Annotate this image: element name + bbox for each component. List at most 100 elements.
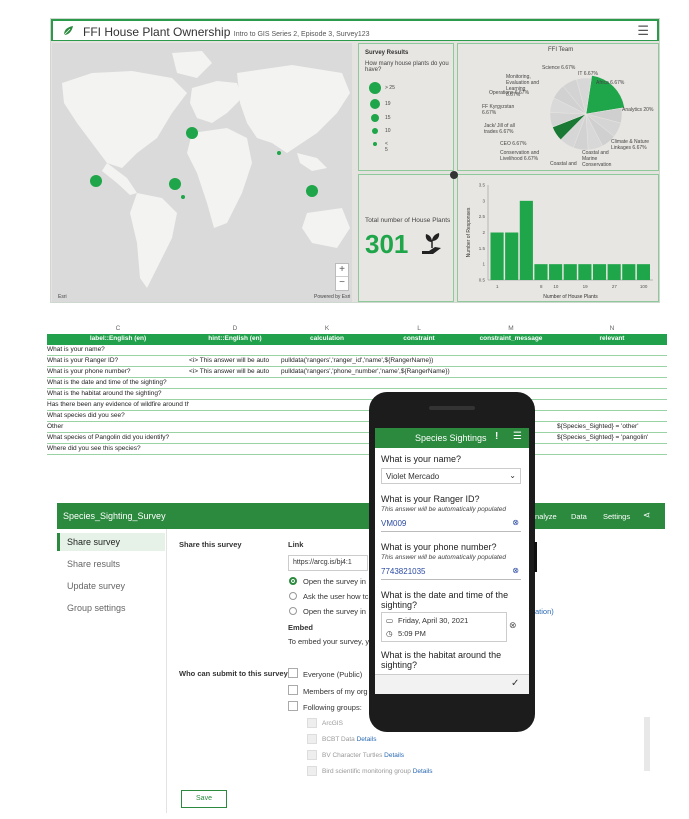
table-cell[interactable]: What is the date and time of the sightin… [47, 379, 167, 386]
survey-results-question: How many house plants do you have? [365, 61, 449, 73]
groups-scrollbar[interactable] [644, 717, 650, 771]
pie-label: CEO 6.67% [500, 141, 527, 147]
table-cell[interactable]: What is your name? [47, 346, 105, 353]
menu-icon[interactable]: ☰ [513, 431, 522, 442]
hamburger-menu-icon[interactable]: ☰ [637, 23, 649, 38]
survey-link-field[interactable]: https://arcg.is/bj4:1 [288, 555, 368, 571]
survey-results-title: Survey Results [365, 50, 409, 56]
zoom-out-button[interactable]: − [339, 277, 345, 288]
group-details-link[interactable]: Details [356, 736, 377, 743]
hint-ranger-id: This answer will be automatically popula… [381, 506, 507, 513]
table-cell[interactable]: What species of Pangolin did you identif… [47, 434, 170, 441]
question-phone: What is your phone number? [381, 542, 497, 552]
share-icon[interactable]: ⋖ [643, 510, 651, 520]
y-tick-label: 1.5 [479, 246, 486, 251]
legend-label: < 5 [385, 141, 388, 153]
alert-icon[interactable]: ! [495, 431, 499, 442]
pie-label: Coastal and Marine Conservation [582, 150, 612, 168]
table-cell[interactable]: <i> This answer will be auto [189, 357, 270, 364]
table-cell[interactable]: <i> This answer will be auto [189, 368, 270, 375]
bar [636, 264, 650, 280]
phone-side-button [534, 542, 537, 572]
group-checkbox[interactable] [307, 734, 317, 744]
table-row: Where did you see this species? [47, 444, 667, 455]
table-row: Has there been any evidence of wildfire … [47, 400, 667, 411]
world-map[interactable]: + − Esri Powered by Esri [52, 43, 352, 302]
table-cell[interactable]: pulldata('rangers','ranger_id','name',${… [281, 357, 434, 364]
map-point [90, 175, 102, 187]
total-value: 301 [365, 229, 409, 259]
table-cell[interactable]: What species did you see? [47, 412, 125, 419]
survey-results-panel: Survey Results How many house plants do … [358, 43, 454, 171]
table-cell[interactable]: What is the habitat around the sighting? [47, 390, 162, 397]
table-row: What species did you see? [47, 411, 667, 422]
clear-icon[interactable]: ⊗ [512, 518, 519, 527]
table-cell[interactable]: Has there been any evidence of wildfire … [47, 401, 189, 408]
x-tick-label: 19 [583, 284, 589, 289]
group-name: ArcGIS [322, 720, 343, 727]
name-dropdown[interactable]: Violet Mercado ⌄ [381, 468, 521, 484]
table-cell[interactable]: ${Species_Sighted} = 'other' [557, 423, 639, 430]
header-cell: calculation [310, 335, 344, 342]
table-cell[interactable]: ${Species_Sighted} = 'pangolin' [557, 434, 649, 441]
group-item: Bird scientific monitoring group Details [322, 768, 433, 775]
date-value: Friday, April 30, 2021 [398, 616, 469, 625]
sidebar-item-group-settings[interactable]: Group settings [67, 603, 126, 613]
table-row: What species of Pangolin did you identif… [47, 433, 667, 444]
table-cell[interactable]: What is your Ranger ID? [47, 357, 119, 364]
group-checkbox[interactable] [307, 750, 317, 760]
group-details-link[interactable]: Details [384, 752, 405, 759]
radio-open-survey-browser[interactable] [289, 577, 297, 585]
checkbox-following-groups[interactable] [288, 701, 298, 711]
dashboard-screenshot: FFI House Plant Ownership Intro to GIS S… [50, 18, 660, 303]
panel-resize-handle[interactable] [450, 171, 458, 179]
clock-icon: ◷ [386, 629, 393, 638]
y-tick-label: 3.5 [479, 183, 486, 188]
group-checkbox[interactable] [307, 718, 317, 728]
checkbox-everyone[interactable] [288, 668, 298, 678]
xlsform-spreadsheet: C D K L M N label::English (en) hint::En… [47, 325, 667, 455]
phone-number-value: 7743821035 [381, 567, 426, 576]
pie-slice [576, 77, 592, 115]
pie-label: Monitoring, Evaluation and Learning 6.67… [506, 74, 540, 98]
radio-link-suffix[interactable]: ation) [535, 607, 554, 616]
group-name: BV Character Turtles [322, 752, 383, 759]
ffi-team-panel: FFI Team Science 6.67% Monitoring, Evalu… [457, 43, 659, 171]
radio-open-survey-app[interactable] [289, 607, 297, 615]
column-letter: D [232, 325, 238, 332]
who-can-submit-heading: Who can submit to this survey? [179, 669, 293, 678]
dashboard-title-text: FFI House Plant Ownership [83, 25, 231, 39]
save-button[interactable]: Save [181, 790, 227, 808]
group-checkbox[interactable] [307, 766, 317, 776]
tab-analyze[interactable]: nalyze [535, 512, 557, 521]
pie-label: Africa 6.67% [596, 80, 625, 86]
ffi-team-title: FFI Team [548, 47, 574, 53]
time-value: 5:09 PM [398, 629, 426, 638]
question-ranger-id: What is your Ranger ID? [381, 494, 480, 504]
checkbox-members[interactable] [288, 685, 298, 695]
map-point [181, 195, 185, 199]
clear-icon[interactable]: ⊗ [512, 566, 519, 575]
submit-check-icon[interactable]: ✓ [511, 678, 520, 689]
table-cell[interactable]: pulldata('rangers','phone_number','name'… [281, 368, 450, 375]
table-cell[interactable]: Other [47, 423, 64, 430]
sidebar-item-update-survey[interactable]: Update survey [67, 581, 126, 591]
zoom-in-button[interactable]: + [336, 264, 348, 277]
tab-data[interactable]: Data [571, 512, 587, 521]
clear-icon[interactable]: ⊗ [509, 620, 517, 630]
table-cell[interactable]: Where did you see this species? [47, 445, 141, 452]
legend-circle-icon [371, 114, 379, 122]
x-tick-label: 8 [540, 284, 543, 289]
tab-settings[interactable]: Settings [603, 512, 631, 521]
table-cell[interactable]: What is your phone number? [47, 368, 131, 375]
ranger-id-field[interactable]: VM009 ⊗ [381, 516, 521, 532]
phone-number-field[interactable]: 7743821035 ⊗ [381, 564, 521, 580]
header-cell: hint::English (en) [208, 335, 262, 342]
radio-ask-user[interactable] [289, 592, 297, 600]
column-letter: C [115, 325, 121, 332]
survey-title: Species_Sighting_Survey [63, 511, 166, 521]
date-time-field[interactable]: ▭ Friday, April 30, 2021 ◷ 5:09 PM [381, 612, 507, 642]
sidebar-item-share-results[interactable]: Share results [67, 559, 121, 569]
group-details-link[interactable]: Details [412, 768, 433, 775]
sidebar-item-share-survey[interactable]: Share survey [67, 537, 121, 547]
